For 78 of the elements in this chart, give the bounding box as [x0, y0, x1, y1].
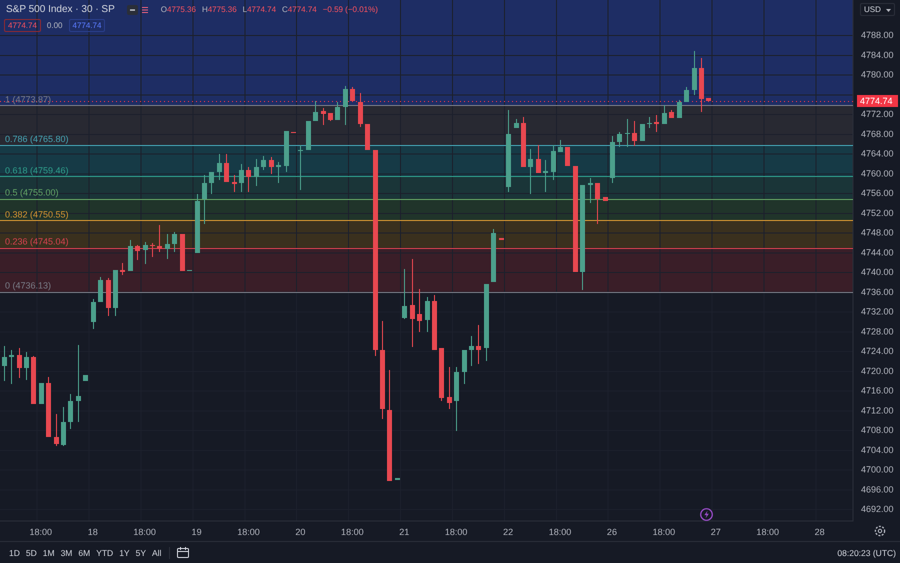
y-tick-label: 4768.00 [861, 128, 894, 139]
x-tick-label: 22 [503, 526, 514, 537]
x-tick-label: 18 [88, 526, 98, 537]
x-tick-label: 18:00 [30, 526, 52, 537]
x-tick-label: 27 [710, 526, 721, 537]
x-tick-label: 18:00 [237, 526, 260, 537]
candlestick [588, 178, 593, 203]
x-tick-label: 18:00 [756, 526, 779, 537]
ref-line-label: 0.382 (4750.55) [5, 210, 69, 220]
text: 1D [9, 548, 20, 558]
y-tick-label: 4720.00 [861, 366, 894, 376]
candlestick [9, 350, 14, 384]
y-tick-label: 4756.00 [861, 188, 894, 198]
annotation: L4774.74 [242, 5, 276, 14]
ref-line-label: 1 (4773.87) [5, 94, 52, 104]
ref-line-label: 0 (4736.13) [5, 280, 52, 291]
candlestick [76, 345, 81, 422]
annotation: O4775.36 [160, 5, 196, 14]
x-tick-label: 18:00 [652, 526, 676, 537]
text: 1Y [119, 548, 130, 558]
y-tick-label: 4704.00 [861, 444, 894, 455]
y-tick-label: 4708.00 [861, 425, 894, 436]
ref-line-label: 0.786 (4765.80) [5, 134, 69, 144]
ref-line-label: 0.236 (4745.04) [5, 236, 69, 247]
x-tick-label: 26 [606, 526, 617, 537]
candlestick [276, 162, 281, 183]
y-tick-label: 4784.00 [861, 50, 894, 60]
y-tick-label: 4736.00 [861, 286, 894, 297]
text: 6M [78, 548, 90, 558]
y-tick-label: 4760.00 [861, 168, 894, 178]
text: 1M [42, 548, 55, 558]
y-tick-label: 4692.00 [861, 504, 894, 514]
x-tick-label: 21 [399, 526, 410, 537]
chart-title: S&P 500 Index · 30 · SP [6, 4, 115, 15]
ref-line-label: 0.618 (4759.46) [5, 166, 69, 176]
y-tick-label: 4788.00 [861, 30, 894, 40]
text: YTD [96, 548, 114, 558]
y-tick-label: 4728.00 [861, 326, 894, 336]
x-tick-label: 28 [814, 526, 825, 537]
x-tick-label: 18:00 [341, 526, 364, 537]
annotation: C4774.74 [282, 5, 317, 14]
candlestick [150, 243, 155, 257]
y-tick-label: 4752.00 [861, 208, 894, 218]
annotation: 4774.74 [68, 18, 106, 32]
x-tick-label: 18:00 [548, 526, 572, 537]
x-tick-label: 18:00 [133, 526, 156, 537]
y-tick-label: 4724.00 [861, 346, 894, 356]
text: All [152, 548, 162, 558]
ref-line-label: 4774.74 [860, 96, 893, 106]
annotation: 0.00 [46, 20, 62, 30]
candlestick [647, 117, 652, 128]
candlestick [298, 145, 303, 190]
y-tick-label: 4696.00 [861, 484, 894, 494]
y-tick-label: 4740.00 [861, 267, 894, 278]
y-tick-label: 4716.00 [861, 386, 894, 396]
text: 5Y [136, 548, 146, 558]
x-tick-label: 18:00 [444, 526, 468, 537]
y-tick-label: 4772.00 [861, 109, 894, 120]
x-tick-label: 20 [295, 526, 306, 537]
y-tick-label: 4700.00 [861, 464, 894, 475]
ref-line-label: 0.5 (4755.00) [5, 188, 59, 198]
candlestick [543, 160, 548, 192]
annotation: 4774.74 [4, 18, 41, 32]
text: 3M [60, 548, 72, 558]
annotation: H4775.36 [202, 5, 237, 14]
y-tick-label: 4780.00 [861, 70, 894, 80]
candlestick [476, 325, 481, 364]
y-tick-label: 4712.00 [861, 405, 894, 416]
y-tick-label: 4744.00 [861, 247, 894, 258]
text: 08:20:23 (UTC) [837, 548, 896, 558]
y-tick-label: 4732.00 [861, 306, 894, 317]
y-tick-label: 4764.00 [861, 148, 894, 159]
y-tick-label: 4748.00 [861, 228, 894, 238]
text: 5D [26, 548, 37, 558]
annotation: −0.59 (−0.01%) [322, 5, 378, 14]
candlestick [625, 119, 630, 147]
text: USD [864, 5, 881, 14]
x-tick-label: 19 [192, 526, 202, 537]
